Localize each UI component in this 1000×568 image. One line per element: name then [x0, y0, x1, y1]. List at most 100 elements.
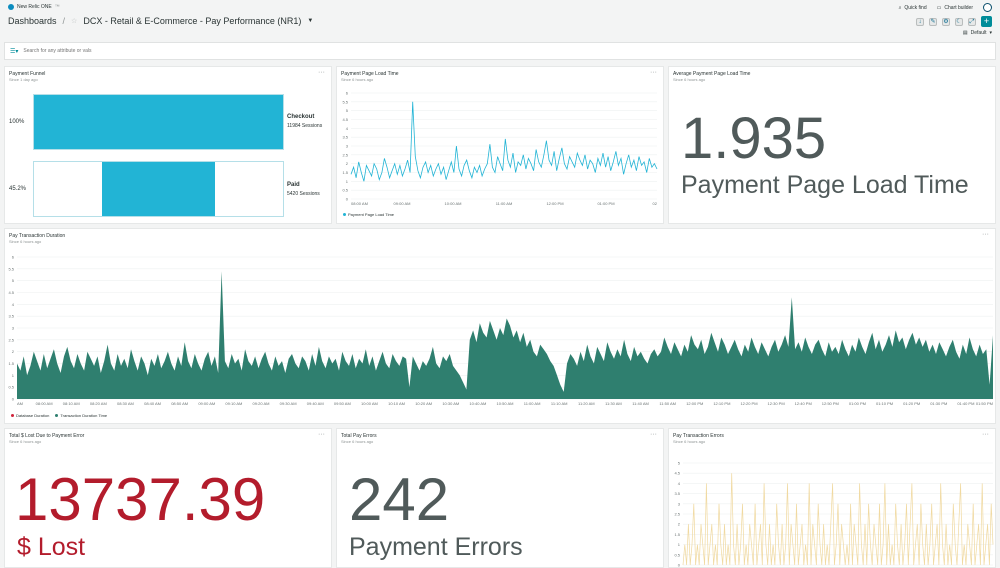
- chart-icon: ▭: [936, 4, 942, 11]
- filter-search-input[interactable]: [23, 48, 424, 54]
- user-avatar[interactable]: [983, 3, 992, 12]
- x-tick-label: 10:20 AM: [415, 401, 432, 406]
- x-tick-label: 10:40 AM: [469, 401, 486, 406]
- filter-icon[interactable]: ☰▾: [10, 48, 19, 55]
- pay-duration-area-chart[interactable]: 0 0.5 1 1.5 2 2.5 3 3.5 4 4.5 5 5.5 6 AM 08:00 AM 08:10…: [5, 249, 996, 413]
- funnel-step-1-pct: 100%: [9, 119, 25, 125]
- x-tick-label: 01:20 PM: [903, 401, 920, 406]
- funnel-step-2-sessions: 5420 Sessions: [287, 191, 320, 197]
- billboard-value: 1.935: [681, 106, 827, 171]
- y-tick-label: 4: [346, 126, 349, 131]
- funnel-step-2-pct: 45.2%: [9, 186, 27, 192]
- legend-item[interactable]: Transaction Duration Time: [55, 413, 107, 418]
- panel-total-lost: Total $ Lost Due to Payment Error Since …: [4, 428, 332, 568]
- favorite-star-icon[interactable]: ☆: [71, 18, 78, 25]
- x-tick-label: 12:00 PM: [546, 201, 563, 206]
- dashboard-title: DCX - Retail & E-Commerce - Pay Performa…: [83, 16, 302, 26]
- page-load-line-chart[interactable]: 0 0.5 1 1.5 2 2.5 3 3.5 4 4.5 5 5.5 6 08:00 AM 09:00 A…: [337, 87, 664, 217]
- panel-title: Pay Transaction Duration: [9, 233, 66, 239]
- chart-legend: Database Duration Transaction Duration T…: [11, 413, 107, 418]
- x-tick-label: 08:30 AM: [117, 401, 134, 406]
- pay-errors-line-chart[interactable]: 0 0.5 1 1.5 2 2.5 3 3.5 4 4.5 5: [669, 449, 996, 568]
- panel-title: Payment Funnel: [9, 71, 46, 77]
- x-tick-label: 08:50 AM: [171, 401, 188, 406]
- panel-menu-icon[interactable]: ···: [982, 231, 989, 238]
- billboard-caption: $ Lost: [17, 533, 86, 561]
- top-bar: New Relic ONE ™ Dashboards / ☆ DCX - Ret…: [0, 0, 1000, 40]
- x-tick-label: 12:10 PM: [713, 401, 730, 406]
- panel-menu-icon[interactable]: ···: [982, 431, 989, 438]
- funnel-step-1-sessions: 11984 Sessions: [287, 123, 323, 129]
- y-tick-label: 1: [12, 373, 15, 378]
- x-tick-label: 09:40 AM: [307, 401, 324, 406]
- y-tick-label: 3: [12, 326, 15, 331]
- quick-find-button[interactable]: ⌕ Quick find: [899, 5, 927, 11]
- chart-builder-button[interactable]: ▭ Chart builder: [937, 5, 973, 11]
- download-icon[interactable]: ↓: [916, 17, 924, 26]
- breadcrumb-dashboards-link[interactable]: Dashboards: [8, 16, 57, 26]
- funnel-step-2-bar[interactable]: [33, 161, 284, 217]
- x-tick-label: 12:30 PM: [768, 401, 785, 406]
- series-line[interactable]: [350, 101, 658, 182]
- y-tick-label: 3.5: [674, 491, 680, 496]
- legend-item[interactable]: Database Duration: [11, 413, 49, 418]
- funnel-step-2-fill: [102, 162, 215, 216]
- panel-menu-icon[interactable]: ···: [318, 431, 325, 438]
- x-tick-label: 08:40 AM: [144, 401, 161, 406]
- panel-pay-transaction-duration: Pay Transaction Duration Since 6 hours a…: [4, 228, 996, 424]
- panel-average-page-load: Average Payment Page Load Time Since 6 h…: [668, 66, 996, 224]
- funnel-step-1-label: Checkout: [287, 114, 315, 120]
- panel-menu-icon[interactable]: ···: [318, 69, 325, 76]
- fullscreen-icon[interactable]: ⤢: [968, 17, 976, 26]
- panel-payment-page-load-time: Payment Page Load Time Since 6 hours ago…: [336, 66, 664, 224]
- billboard-value: 13737.39: [15, 466, 266, 533]
- billboard-caption: Payment Errors: [349, 533, 523, 561]
- edit-icon[interactable]: ✎: [929, 17, 937, 26]
- x-tick-label: 01:40 PM: [957, 401, 974, 406]
- panel-menu-icon[interactable]: ···: [650, 69, 657, 76]
- series-line[interactable]: [682, 473, 994, 566]
- y-tick-label: 2: [12, 349, 15, 354]
- y-tick-label: 0.5: [8, 385, 14, 390]
- breadcrumb-separator: /: [62, 16, 66, 26]
- y-tick-label: 6: [346, 91, 349, 96]
- y-tick-label: 4: [12, 302, 15, 307]
- panel-menu-icon[interactable]: ···: [650, 431, 657, 438]
- panel-title: Payment Page Load Time: [341, 71, 399, 77]
- y-tick-label: 4.5: [8, 290, 14, 295]
- x-tick-label: 10:10 AM: [388, 401, 405, 406]
- panel-total-pay-errors: Total Pay Errors Since 6 hours ago ··· 2…: [336, 428, 664, 568]
- panel-since: Since 6 hours ago: [9, 239, 42, 244]
- y-tick-label: 1.5: [342, 170, 348, 175]
- y-tick-label: 6: [12, 255, 15, 260]
- legend-swatch: [11, 414, 14, 417]
- panel-since: Since 6 hours ago: [341, 77, 374, 82]
- add-widget-button[interactable]: +: [981, 16, 992, 27]
- funnel-step-2-label: Paid: [287, 182, 300, 188]
- y-tick-label: 3: [346, 144, 349, 149]
- brand[interactable]: New Relic ONE ™: [8, 4, 60, 10]
- series-area[interactable]: [17, 271, 993, 399]
- top-right-nav: ⌕ Quick find ▭ Chart builder: [899, 3, 992, 12]
- y-tick-label: 4.5: [674, 471, 680, 476]
- legend-swatch: [343, 213, 346, 216]
- panel-since: Since 6 hours ago: [341, 439, 374, 444]
- chevron-down-icon[interactable]: ▼: [307, 18, 314, 24]
- night-mode-icon[interactable]: ☾: [955, 17, 963, 26]
- legend-item[interactable]: Payment Page Load Time: [343, 212, 394, 217]
- x-tick-label: 02: [653, 201, 658, 206]
- settings-gear-icon[interactable]: ⚙: [942, 17, 950, 26]
- panel-since: Since 6 hours ago: [673, 77, 706, 82]
- y-tick-label: 2: [346, 161, 349, 166]
- filter-bar: ☰▾: [4, 42, 996, 60]
- funnel-step-1-bar[interactable]: [33, 94, 284, 150]
- x-tick-label: 09:20 AM: [253, 401, 270, 406]
- breadcrumb: Dashboards / ☆ DCX - Retail & E-Commerce…: [8, 16, 313, 26]
- new-relic-logo-icon: [8, 4, 14, 10]
- x-tick-label: 01:00 PM: [597, 201, 614, 206]
- x-tick-label: 11:10 AM: [551, 401, 568, 406]
- time-range-selector[interactable]: ▤ Default ▾: [963, 30, 992, 36]
- panel-since: Since 6 hours ago: [9, 439, 42, 444]
- x-tick-label: 11:30 AM: [605, 401, 622, 406]
- x-tick-label: 08:20 AM: [90, 401, 107, 406]
